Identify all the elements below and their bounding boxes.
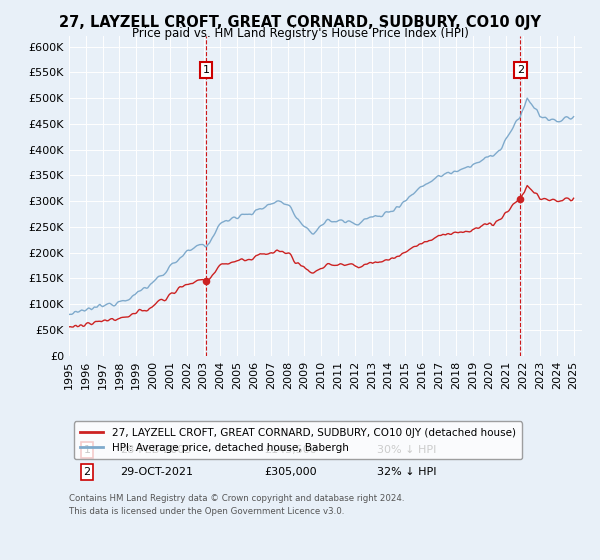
Point <box>515 194 525 203</box>
Text: 32% ↓ HPI: 32% ↓ HPI <box>377 467 436 477</box>
Text: Contains HM Land Registry data © Crown copyright and database right 2024.: Contains HM Land Registry data © Crown c… <box>69 494 404 503</box>
Text: 2: 2 <box>83 467 91 477</box>
Text: 2: 2 <box>517 65 524 75</box>
Text: 30% ↓ HPI: 30% ↓ HPI <box>377 445 436 455</box>
Text: 27, LAYZELL CROFT, GREAT CORNARD, SUDBURY, CO10 0JY: 27, LAYZELL CROFT, GREAT CORNARD, SUDBUR… <box>59 15 541 30</box>
Text: £305,000: £305,000 <box>264 467 317 477</box>
Text: 1: 1 <box>83 445 91 455</box>
Text: £145,500: £145,500 <box>264 445 317 455</box>
Text: 29-OCT-2021: 29-OCT-2021 <box>121 467 193 477</box>
Point <box>201 276 211 285</box>
Text: Price paid vs. HM Land Registry's House Price Index (HPI): Price paid vs. HM Land Registry's House … <box>131 27 469 40</box>
Legend: 27, LAYZELL CROFT, GREAT CORNARD, SUDBURY, CO10 0JY (detached house), HPI: Avera: 27, LAYZELL CROFT, GREAT CORNARD, SUDBUR… <box>74 422 522 459</box>
Text: 28-FEB-2003: 28-FEB-2003 <box>121 445 191 455</box>
Text: This data is licensed under the Open Government Licence v3.0.: This data is licensed under the Open Gov… <box>69 507 344 516</box>
Text: 1: 1 <box>203 65 209 75</box>
